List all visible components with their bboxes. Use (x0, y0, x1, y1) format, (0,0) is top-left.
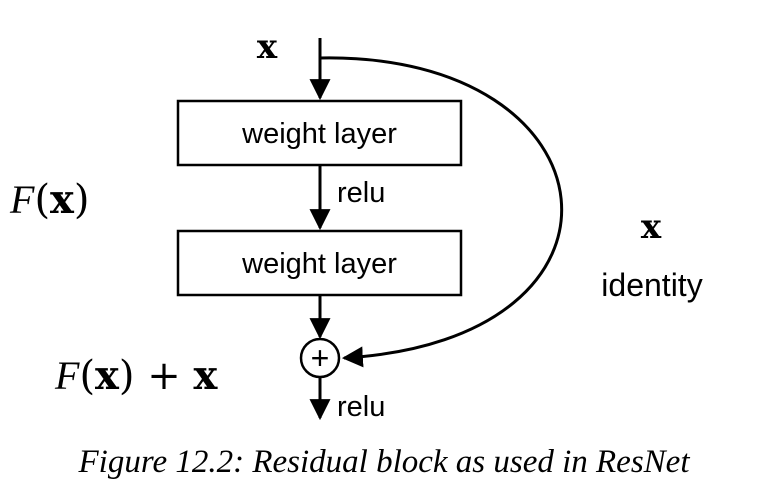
weight-layer-1: weight layer (176, 99, 463, 167)
identity-label: identity (601, 267, 702, 303)
weight-layer-2-label: weight layer (241, 248, 397, 280)
output-relu-label: relu (337, 391, 385, 423)
weight-layer-1-label: weight layer (241, 118, 397, 150)
weight-layer-2: weight layer (176, 229, 463, 297)
addition-node: + (299, 337, 341, 379)
function-label: F(x) (9, 176, 90, 223)
plus-symbol: + (311, 340, 330, 376)
sum-label: F(x) + x (54, 352, 218, 399)
middle-relu-label: relu (337, 177, 385, 209)
shortcut-x-label: x (641, 207, 662, 247)
figure-caption: Figure 12.2: Residual block as used in R… (78, 444, 691, 480)
input-x-label: x (257, 27, 278, 67)
identity-shortcut-arrow (319, 56, 564, 368)
